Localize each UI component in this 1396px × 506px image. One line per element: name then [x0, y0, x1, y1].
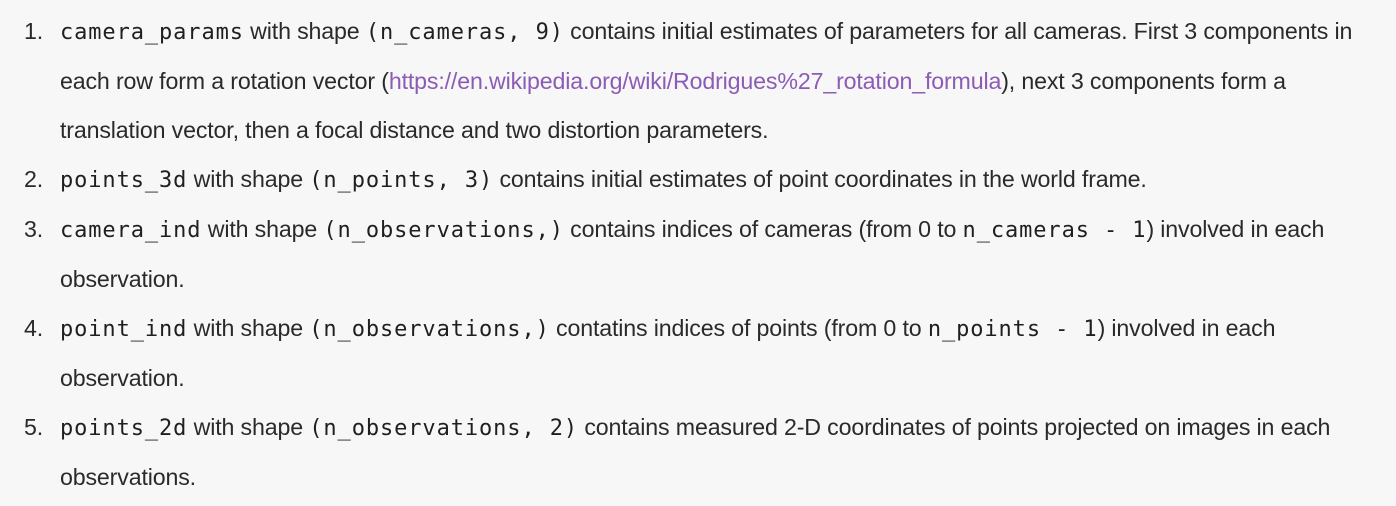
list-number: 5.	[24, 414, 44, 440]
param-shape: (n_points, 3)	[309, 168, 494, 193]
text: with shape	[201, 216, 324, 242]
list-item: 3. camera_ind with shape (n_observations…	[0, 205, 1396, 304]
list-item: 1. camera_params with shape (n_cameras, …	[0, 7, 1396, 155]
description: contains initial estimates of parameters…	[60, 18, 1353, 94]
description-cont: ) involved in each observation.	[60, 315, 1276, 391]
index-range: n_points - 1	[927, 317, 1098, 342]
wikipedia-link[interactable]: https://en.wikipedia.org/wiki/Rodrigues%…	[388, 68, 1002, 94]
description-cont: ) involved in each observation.	[60, 216, 1325, 292]
list-number: 1.	[24, 18, 44, 44]
param-shape: (n_observations,)	[323, 218, 564, 243]
list-number: 3.	[24, 216, 44, 242]
description: contains indices of cameras (from 0 to	[563, 216, 963, 242]
index-range: n_cameras - 1	[962, 218, 1147, 243]
param-name: point_ind	[60, 317, 188, 342]
param-name: points_3d	[60, 168, 188, 193]
description: contatins indices of points (from 0 to	[549, 315, 928, 341]
text: with shape	[243, 18, 366, 44]
description: contains initial estimates of point coor…	[493, 166, 1147, 192]
list-number: 4.	[24, 315, 44, 341]
text: with shape	[187, 166, 310, 192]
param-name: camera_ind	[60, 218, 202, 243]
list-item: 2. points_3d with shape (n_points, 3) co…	[0, 155, 1396, 205]
text: with shape	[187, 315, 310, 341]
param-name: points_2d	[60, 416, 188, 441]
description-cont: ), next 3 components form a translation …	[60, 68, 1286, 143]
param-name: camera_params	[60, 20, 244, 45]
list-item: 5. points_2d with shape (n_observations,…	[0, 403, 1396, 502]
param-shape: (n_observations, 2)	[309, 416, 579, 441]
parameter-list: 1. camera_params with shape (n_cameras, …	[0, 7, 1396, 502]
list-item: 4. point_ind with shape (n_observations,…	[0, 304, 1396, 403]
param-shape: (n_observations,)	[309, 317, 550, 342]
param-shape: (n_cameras, 9)	[365, 20, 564, 45]
description: contains measured 2-D coordinates of poi…	[60, 414, 1331, 490]
list-number: 2.	[24, 166, 44, 192]
text: with shape	[187, 414, 310, 440]
